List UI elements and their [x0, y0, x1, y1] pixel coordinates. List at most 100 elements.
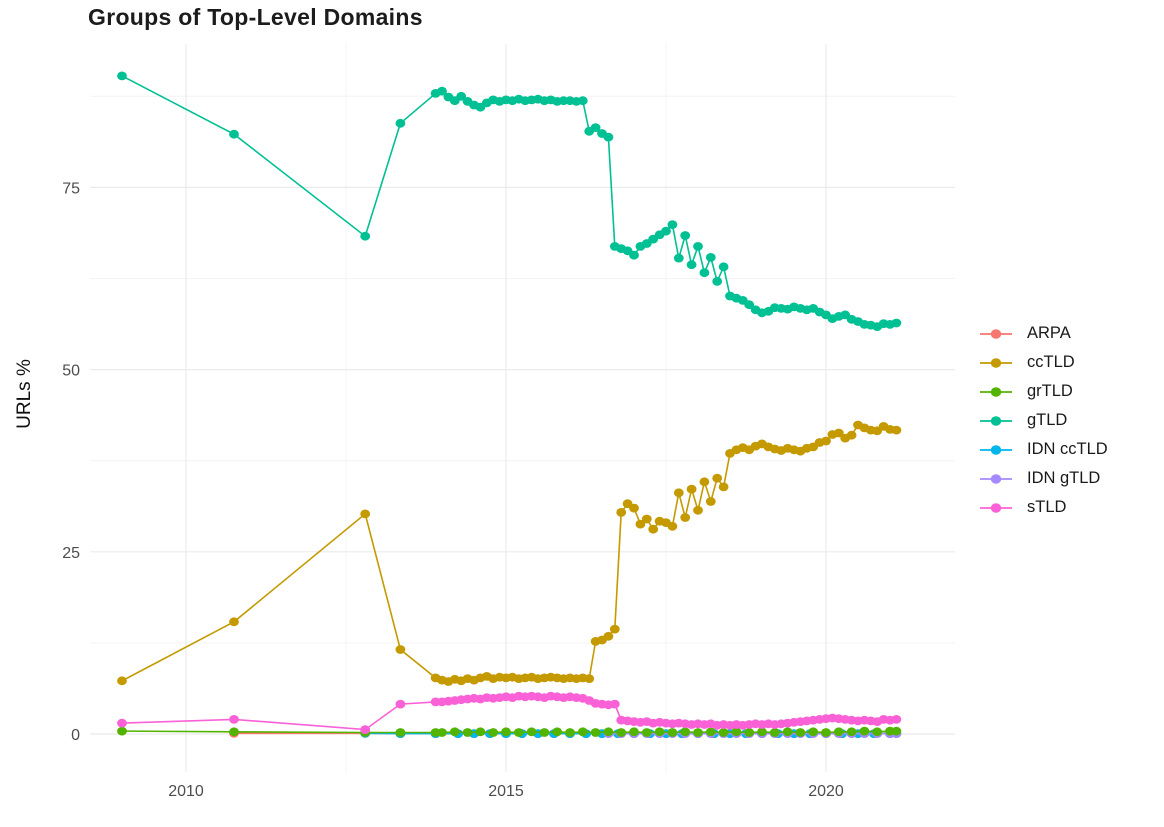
data-point	[693, 505, 703, 515]
data-point	[731, 727, 742, 737]
data-point	[833, 727, 844, 737]
legend-label: IDN gTLD	[1027, 469, 1101, 487]
data-point	[488, 728, 499, 737]
legend-item-cctld: ccTLD	[979, 348, 1108, 377]
data-point	[395, 728, 406, 737]
data-point	[891, 425, 902, 435]
legend-marker-stld	[980, 502, 1012, 513]
data-point	[654, 727, 665, 737]
data-point	[705, 253, 716, 262]
x-axis-tick-labels: 2010 2015 2020	[168, 783, 844, 800]
data-point	[565, 728, 575, 737]
data-point	[872, 727, 883, 737]
data-point	[603, 727, 614, 737]
data-point	[590, 123, 601, 132]
x-tick-label: 2015	[488, 783, 524, 800]
data-point	[603, 132, 614, 142]
legend-label: ARPA	[1027, 324, 1071, 342]
data-point	[360, 725, 371, 734]
data-point	[501, 727, 511, 737]
y-tick-label: 0	[71, 727, 80, 744]
y-axis-tick-labels: 0 25 50 75	[62, 180, 80, 744]
series-cctld	[117, 420, 902, 686]
data-point	[833, 428, 844, 438]
y-tick-label: 25	[62, 545, 80, 562]
data-point	[680, 727, 691, 737]
legend-marker-gtld	[980, 415, 1012, 426]
data-point	[667, 728, 678, 737]
series-gtld	[117, 71, 902, 331]
legend-dot	[990, 386, 1002, 397]
legend-item-idn-cctld: IDN ccTLD	[979, 435, 1108, 464]
legend-marker-idn-cctld	[980, 444, 1012, 455]
data-point	[456, 91, 467, 101]
data-point	[718, 482, 729, 492]
data-point	[891, 715, 902, 724]
data-point	[629, 250, 639, 260]
data-point	[712, 473, 723, 483]
data-point	[821, 436, 831, 446]
data-point	[859, 726, 870, 736]
data-point	[795, 728, 806, 737]
legend-marker-cctld	[980, 357, 1012, 368]
data-point	[891, 726, 902, 736]
series-stld	[117, 691, 902, 734]
data-point	[526, 727, 537, 737]
data-series	[117, 71, 902, 738]
data-point	[360, 509, 371, 519]
data-point	[229, 727, 239, 737]
legend-label: sTLD	[1027, 498, 1067, 516]
data-point	[673, 488, 684, 498]
legend-label: IDN ccTLD	[1027, 440, 1108, 458]
legend-dot	[990, 444, 1002, 455]
data-point	[629, 727, 639, 737]
data-point	[686, 484, 697, 494]
legend-marker-idn-gtld	[980, 473, 1012, 484]
legend-marker-arpa	[980, 328, 1012, 339]
data-point	[117, 718, 127, 728]
legend: ARPA ccTLD grTLD gTLD IDN ccTLD IDN gTLD sTLD	[979, 319, 1108, 522]
data-point	[229, 129, 239, 139]
data-point	[437, 86, 447, 96]
data-point	[609, 624, 620, 634]
data-point	[744, 728, 755, 737]
data-point	[584, 674, 595, 683]
legend-label: grTLD	[1027, 382, 1073, 400]
gridlines-major	[90, 44, 955, 772]
data-point	[744, 300, 755, 310]
legend-item-gtld: gTLD	[979, 406, 1108, 435]
data-point	[616, 728, 627, 737]
series-line-gtld	[121, 75, 897, 328]
data-point	[699, 268, 710, 278]
data-point	[577, 96, 588, 106]
data-point	[449, 727, 460, 737]
data-point	[769, 728, 780, 737]
legend-item-idn-gtld: IDN gTLD	[979, 464, 1108, 493]
data-point	[718, 262, 729, 272]
data-point	[395, 645, 406, 654]
data-point	[648, 524, 659, 534]
x-tick-label: 2020	[808, 783, 844, 800]
data-point	[635, 519, 646, 529]
data-point	[590, 728, 601, 737]
data-point	[395, 699, 406, 709]
data-point	[229, 617, 239, 627]
data-point	[705, 497, 716, 506]
data-point	[629, 503, 639, 513]
data-point	[891, 318, 902, 328]
data-point	[229, 715, 239, 724]
chart-title: Groups of Top-Level Domains	[88, 4, 423, 30]
data-point	[846, 430, 857, 440]
data-point	[117, 71, 127, 81]
data-point	[667, 220, 678, 230]
data-point	[699, 477, 710, 487]
data-point	[782, 727, 793, 737]
data-point	[437, 728, 447, 737]
data-point	[616, 508, 627, 517]
data-point	[693, 728, 703, 737]
x-tick-label: 2010	[168, 783, 204, 800]
data-point	[462, 728, 473, 737]
y-tick-label: 50	[62, 363, 80, 380]
